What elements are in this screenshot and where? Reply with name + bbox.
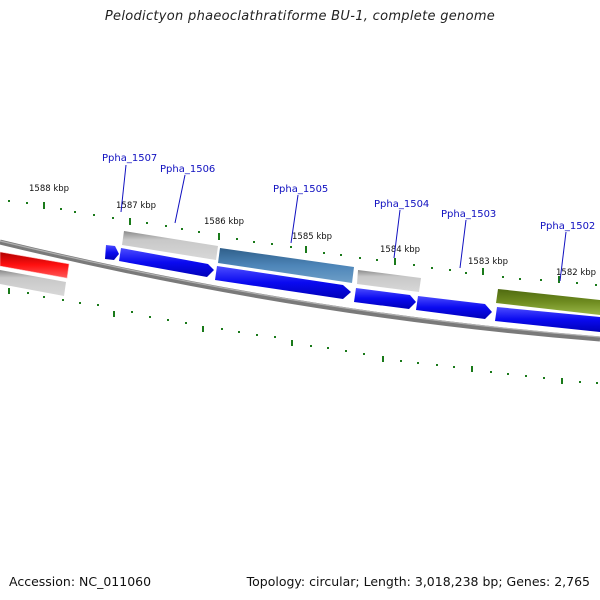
gene-label-ppha-1504[interactable]: Ppha_1504 xyxy=(374,199,429,210)
gene-feature-gray-left[interactable] xyxy=(0,270,66,296)
gene-label-ppha-1505[interactable]: Ppha_1505 xyxy=(273,184,328,195)
gene-feature-ppha-1505[interactable] xyxy=(218,248,354,283)
outer-strand-features xyxy=(0,231,600,315)
scale-label: 1587 kbp xyxy=(116,201,156,211)
gene-label-ppha-1507[interactable]: Ppha_1507 xyxy=(102,153,157,164)
inner-strand-features xyxy=(0,248,600,332)
gene-label-leaders xyxy=(120,164,567,282)
scale-label: 1583 kbp xyxy=(468,257,508,267)
outer-tick-ring xyxy=(8,200,597,286)
topology-text: Topology: circular; Length: 3,018,238 bp… xyxy=(246,574,590,589)
gene-feature-gray-1[interactable] xyxy=(122,231,218,260)
inner-tick-ring xyxy=(8,288,598,384)
gene-feature-ppha-1503[interactable] xyxy=(416,296,492,319)
gene-feature-blue-5[interactable] xyxy=(495,307,600,332)
gene-feature-blue-2[interactable] xyxy=(215,266,351,299)
genome-backbone-highlight xyxy=(0,240,600,338)
genome-backbone xyxy=(0,239,600,342)
gene-feature-red[interactable] xyxy=(0,251,70,279)
scale-label: 1582 kbp xyxy=(556,268,596,278)
gene-feature-ppha-1507[interactable] xyxy=(105,245,119,260)
scale-label: 1588 kbp xyxy=(29,184,69,194)
map-title: Pelodictyon phaeoclathratiforme BU-1, co… xyxy=(104,9,496,24)
gene-feature-ppha-1504[interactable] xyxy=(357,270,421,292)
scale-label: 1584 kbp xyxy=(380,245,420,255)
gene-feature-blue-3[interactable] xyxy=(354,288,416,309)
scale-labels: 1588 kbp 1587 kbp 1586 kbp 1585 kbp 1584… xyxy=(29,184,596,278)
scale-label: 1586 kbp xyxy=(204,217,244,227)
gene-feature-ppha-1506[interactable] xyxy=(119,248,214,277)
gene-feature-ppha-1502[interactable] xyxy=(496,289,600,315)
scale-label: 1585 kbp xyxy=(292,232,332,242)
gene-label-ppha-1503[interactable]: Ppha_1503 xyxy=(441,209,496,220)
gene-label-ppha-1506[interactable]: Ppha_1506 xyxy=(160,164,215,175)
gene-labels: Ppha_1507 Ppha_1506 Ppha_1505 Ppha_1504 … xyxy=(102,153,595,232)
accession-text: Accession: NC_011060 xyxy=(9,574,152,589)
gene-label-ppha-1502[interactable]: Ppha_1502 xyxy=(540,221,595,232)
